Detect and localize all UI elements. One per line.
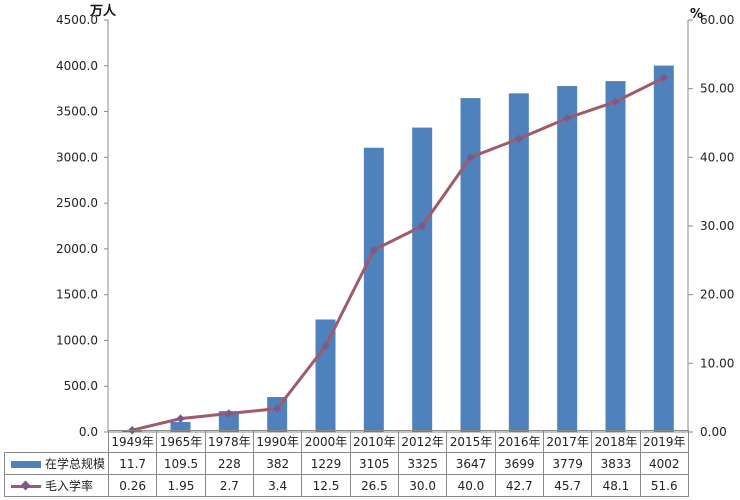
line-value-cell: 26.5 bbox=[349, 474, 399, 497]
right-axis-tick-label: 50.00 bbox=[700, 82, 734, 96]
line-value-cell: 30.0 bbox=[397, 474, 448, 497]
bar bbox=[315, 319, 336, 432]
bar-value-cell: 3779 bbox=[542, 452, 593, 475]
line-value-cell: 42.7 bbox=[494, 474, 544, 497]
plot-area bbox=[108, 65, 688, 435]
category-cell: 2017年 bbox=[542, 430, 593, 453]
diamond-marker bbox=[466, 153, 475, 162]
bar-swatch-icon bbox=[11, 461, 41, 468]
bar-value-cell: 3833 bbox=[591, 452, 641, 475]
left-axis-tick-label: 4000.0 bbox=[56, 59, 98, 73]
bar-value-cell: 3647 bbox=[446, 452, 496, 475]
right-axis-tick-label: 10.00 bbox=[700, 356, 734, 370]
line-value-cell: 3.4 bbox=[252, 474, 303, 497]
category-cell: 1965年 bbox=[156, 430, 206, 453]
category-cell: 1978年 bbox=[204, 430, 254, 453]
bar bbox=[170, 421, 191, 432]
category-cell: 2010年 bbox=[349, 430, 399, 453]
diamond-marker bbox=[224, 409, 234, 418]
right-y-axis: 0.00 10.00 20.00 30.00 40.00 50.00 60.00 bbox=[687, 13, 734, 439]
bar bbox=[412, 127, 433, 433]
line-series bbox=[131, 76, 665, 432]
bar-value-cell: 109.5 bbox=[156, 452, 206, 475]
left-axis-tick-label: 2000.0 bbox=[56, 242, 98, 256]
bar-value-cell: 382 bbox=[252, 452, 303, 475]
bar-value-cell: 3699 bbox=[494, 452, 544, 475]
right-axis-tick-label: 20.00 bbox=[700, 288, 734, 302]
right-axis-tick-label: 60.00 bbox=[700, 13, 734, 27]
bar-value-cell: 3105 bbox=[349, 452, 399, 475]
category-cell: 2019年 bbox=[639, 430, 689, 453]
left-axis-tick-label: 3000.0 bbox=[56, 150, 98, 164]
diamond-marker bbox=[369, 245, 379, 255]
bar-value-cell: 3325 bbox=[397, 452, 448, 475]
left-axis-tick-label: 2500.0 bbox=[56, 196, 98, 210]
category-cell: 2015年 bbox=[446, 430, 496, 453]
left-y-axis: 0.0500.01000.01500.02000.02500.03000.035… bbox=[56, 13, 109, 439]
legend-line-series: 毛入学率 bbox=[4, 474, 109, 497]
bar bbox=[653, 65, 674, 432]
legend-label: 毛入学率 bbox=[45, 479, 94, 493]
category-cell: 2016年 bbox=[494, 430, 544, 453]
category-cell: 2018年 bbox=[591, 430, 641, 453]
line-value-cell: 48.1 bbox=[591, 474, 641, 497]
right-axis-tick-label: 40.00 bbox=[700, 150, 734, 164]
line-value-cell: 45.7 bbox=[542, 474, 593, 497]
bar bbox=[363, 147, 384, 432]
left-axis-tick-label: 4500.0 bbox=[56, 13, 98, 27]
line-value-cell: 0.26 bbox=[107, 474, 158, 497]
bar-series-row: 在学总规模 11.7 109.5 228 382 1229 3105 3325 3647 369… bbox=[4, 452, 689, 475]
bar bbox=[557, 86, 578, 432]
bar bbox=[267, 397, 288, 432]
bar bbox=[605, 81, 626, 432]
bar-value-cell: 11.7 bbox=[107, 452, 158, 475]
category-cell: 2012年 bbox=[397, 430, 448, 453]
bar-value-cell: 1229 bbox=[301, 452, 351, 475]
bar bbox=[460, 98, 481, 432]
legend-label: 在学总规模 bbox=[45, 457, 106, 471]
legend-bar-series: 在学总规模 bbox=[4, 452, 109, 475]
diamond-marker bbox=[176, 414, 185, 423]
line-series-row: 毛入学率 0.26 1.95 2.7 3.4 12.5 26.5 30.0 40.0 42.7 4… bbox=[4, 474, 689, 497]
line-value-cell: 2.7 bbox=[204, 474, 254, 497]
category-cell: 1949年 bbox=[107, 430, 158, 453]
right-axis-tick-label: 0.00 bbox=[700, 425, 727, 439]
category-row: 1949年 1965年 1978年 1990年 2000年 2010年 2012年 2015年… bbox=[4, 430, 689, 453]
line-value-cell: 40.0 bbox=[446, 474, 496, 497]
left-axis-tick-label: 1000.0 bbox=[56, 333, 98, 347]
bar-value-cell: 228 bbox=[204, 452, 254, 475]
left-axis-unit-label: 万人 bbox=[89, 3, 117, 19]
category-cell: 1990年 bbox=[252, 430, 303, 453]
line-value-cell: 51.6 bbox=[639, 474, 689, 497]
diamond-marker bbox=[272, 404, 282, 413]
right-axis-unit-label: % bbox=[690, 7, 703, 22]
diamond-marker bbox=[417, 221, 427, 231]
line-value-cell: 12.5 bbox=[301, 474, 351, 497]
category-cell: 2000年 bbox=[301, 430, 351, 453]
left-axis-tick-label: 500.0 bbox=[64, 379, 98, 393]
bar bbox=[218, 411, 239, 432]
bar-value-cell: 4002 bbox=[639, 452, 689, 475]
line-value-cell: 1.95 bbox=[156, 474, 206, 497]
left-axis-tick-label: 1500.0 bbox=[56, 288, 98, 302]
line-diamond-swatch-icon bbox=[11, 485, 41, 488]
bar bbox=[508, 93, 529, 432]
right-axis-tick-label: 30.00 bbox=[700, 219, 734, 233]
corner-cell bbox=[4, 430, 109, 453]
diamond-marker bbox=[321, 341, 330, 351]
data-table: 1949年 1965年 1978年 1990年 2000年 2010年 2012年 2015年… bbox=[4, 430, 689, 497]
left-axis-tick-label: 3500.0 bbox=[56, 105, 98, 119]
